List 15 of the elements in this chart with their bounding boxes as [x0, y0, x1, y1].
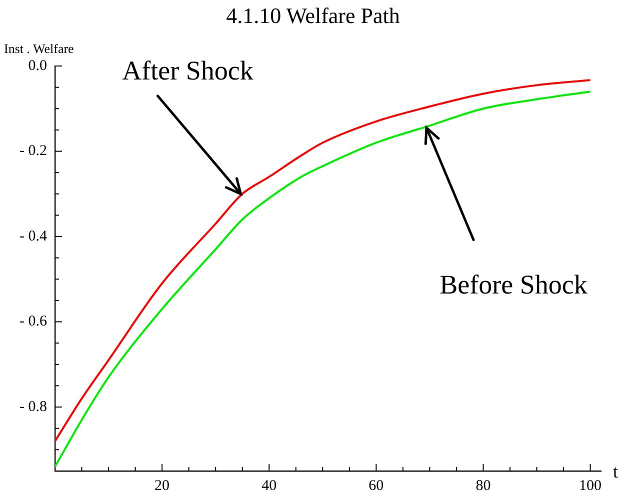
x-tick-label: 80 — [476, 478, 491, 494]
y-tick-label: - 0.6 — [20, 314, 48, 330]
x-tick-label: 20 — [154, 478, 170, 494]
y-tick-label: - 0.2 — [20, 143, 47, 160]
chart-title: 4.1.10 Welfare Path — [226, 2, 400, 28]
x-tick-label: 40 — [262, 478, 277, 494]
x-tick-label: 100 — [579, 478, 602, 494]
y-tick-label: 0.0 — [28, 58, 47, 74]
y-tick-label: - 0.4 — [20, 228, 48, 244]
y-axis-title: Inst . Welfare — [4, 40, 74, 56]
x-axis-title: t — [613, 462, 618, 482]
y-tick-label: - 0.8 — [20, 398, 47, 415]
x-tick-label: 60 — [368, 478, 384, 494]
annotation: Before Shock — [440, 269, 588, 300]
annotation: After Shock — [122, 55, 254, 86]
